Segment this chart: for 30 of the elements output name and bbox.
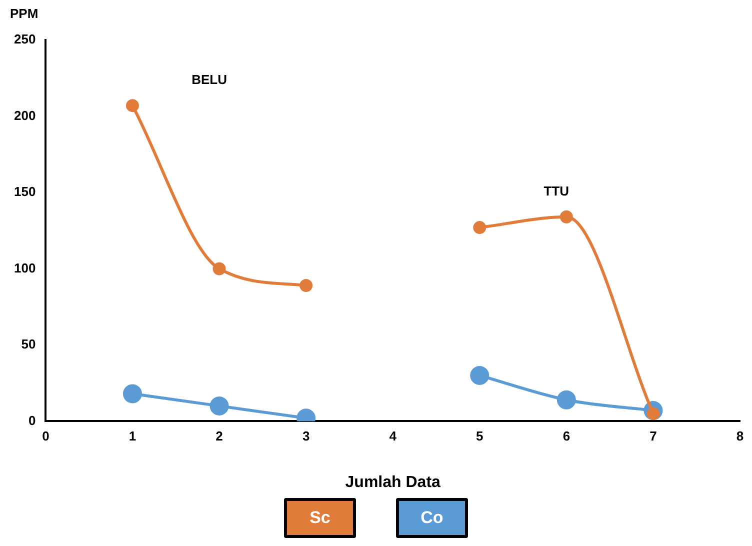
y-tick-label: 0 xyxy=(28,412,36,428)
x-tick-label: 8 xyxy=(736,428,744,444)
point xyxy=(122,384,142,404)
point xyxy=(560,210,573,224)
point xyxy=(126,99,139,112)
x-tick-label: 7 xyxy=(650,428,657,444)
point xyxy=(300,278,313,292)
annotation: TTU xyxy=(544,183,570,198)
text: Co xyxy=(396,498,468,538)
x-tick-label: 0 xyxy=(42,428,50,444)
y-tick-label: 250 xyxy=(14,32,36,47)
point xyxy=(556,390,576,410)
x-tick-label: 3 xyxy=(302,428,310,444)
x-tick-label: 5 xyxy=(476,428,484,444)
x-tick-label: 6 xyxy=(562,428,570,444)
y-axis-title: PPM xyxy=(10,6,38,22)
text: Sc xyxy=(284,498,356,538)
y-tick-label: 200 xyxy=(14,108,36,123)
x-tick-label: 2 xyxy=(216,428,223,444)
x-tick-label: 4 xyxy=(389,428,398,444)
x-tick-label: 1 xyxy=(128,428,136,444)
y-tick-label: 50 xyxy=(21,336,36,352)
y-tick-label: 100 xyxy=(14,260,36,276)
point xyxy=(210,396,229,416)
point xyxy=(212,262,226,276)
y-tick-label: 150 xyxy=(14,184,36,200)
annotation: BELU xyxy=(192,72,227,88)
point xyxy=(473,221,486,234)
point xyxy=(470,366,490,385)
x-axis-title: Jumlah Data xyxy=(345,474,441,491)
